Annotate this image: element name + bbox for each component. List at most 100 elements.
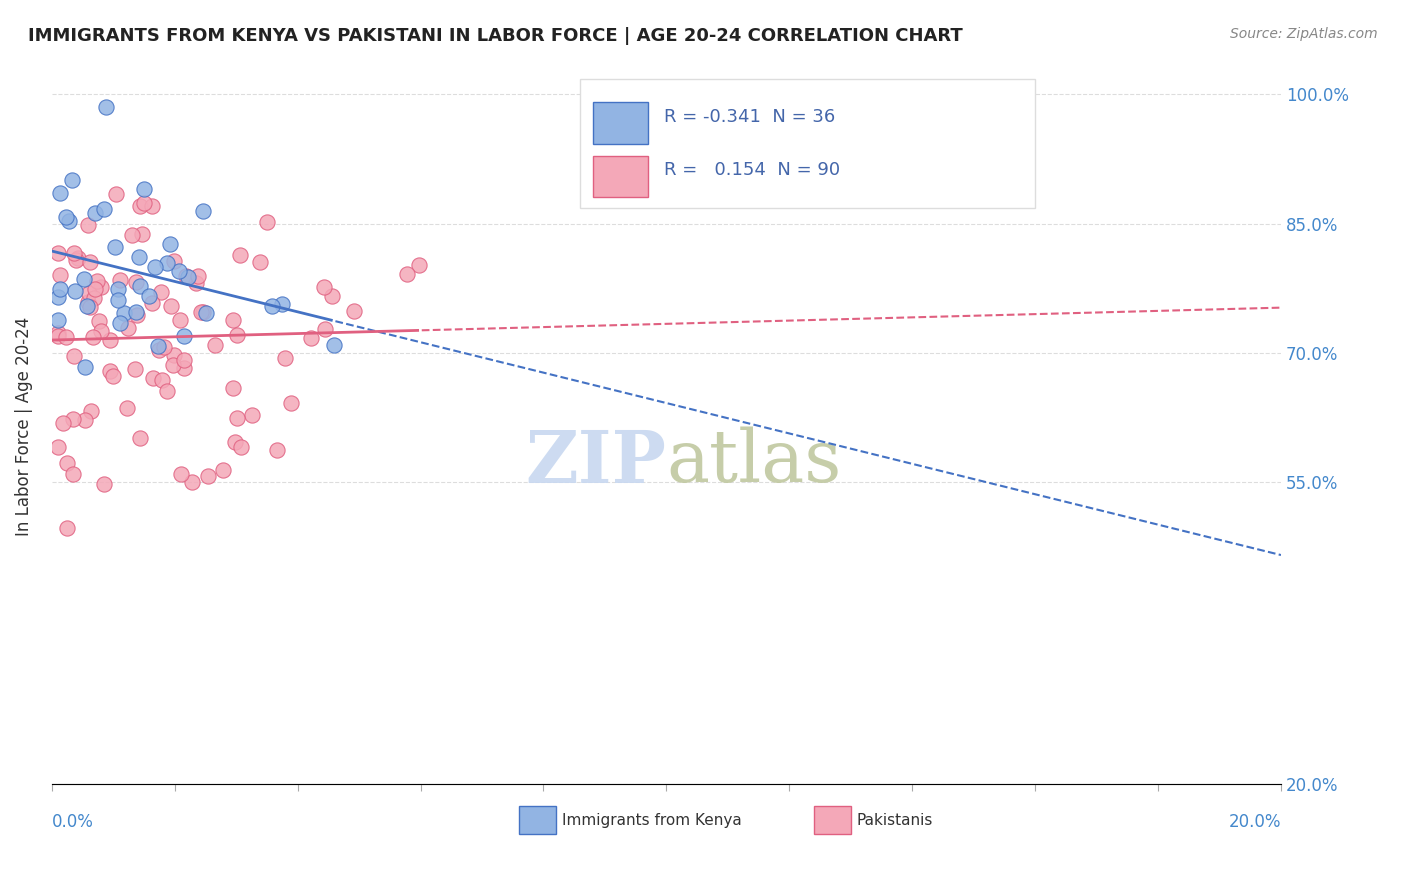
Point bbox=[55, 210, 77, 224]
Point bbox=[63, 349, 86, 363]
Point bbox=[65, 253, 87, 268]
Point bbox=[142, 371, 165, 385]
Point bbox=[162, 359, 184, 373]
Point bbox=[98, 364, 121, 378]
Point bbox=[177, 270, 200, 285]
Point bbox=[86, 274, 108, 288]
Point bbox=[46, 328, 69, 343]
Point bbox=[93, 202, 115, 216]
Point bbox=[163, 348, 186, 362]
Point bbox=[77, 294, 100, 309]
Point bbox=[79, 300, 101, 314]
Point bbox=[408, 258, 430, 272]
Point bbox=[117, 401, 139, 416]
Point bbox=[94, 100, 117, 114]
Point bbox=[103, 368, 125, 383]
Point bbox=[167, 264, 190, 278]
Point bbox=[240, 408, 263, 422]
Point bbox=[62, 411, 84, 425]
Text: ZIP: ZIP bbox=[526, 426, 666, 498]
Point bbox=[224, 434, 246, 449]
Point bbox=[125, 276, 148, 290]
Point bbox=[107, 293, 129, 307]
Point bbox=[274, 351, 297, 366]
Point bbox=[195, 306, 218, 320]
Point bbox=[314, 322, 336, 336]
Text: IMMIGRANTS FROM KENYA VS PAKISTANI IN LABOR FORCE | AGE 20-24 CORRELATION CHART: IMMIGRANTS FROM KENYA VS PAKISTANI IN LA… bbox=[28, 27, 963, 45]
Point bbox=[104, 239, 127, 253]
Point bbox=[169, 313, 191, 327]
Point bbox=[108, 273, 131, 287]
Bar bbox=[592, 103, 648, 144]
Point bbox=[73, 359, 96, 374]
Point bbox=[141, 198, 163, 212]
Point bbox=[159, 299, 181, 313]
Point bbox=[58, 214, 80, 228]
Point bbox=[299, 331, 322, 345]
Point bbox=[46, 290, 69, 304]
Point bbox=[174, 269, 197, 284]
Point bbox=[80, 404, 103, 418]
Point bbox=[121, 227, 143, 242]
Point bbox=[231, 440, 253, 454]
Point bbox=[62, 467, 84, 481]
Point bbox=[77, 218, 100, 232]
Point bbox=[51, 416, 73, 430]
Point bbox=[49, 282, 72, 296]
Point bbox=[46, 441, 69, 455]
Point bbox=[159, 237, 181, 252]
Point bbox=[396, 267, 419, 281]
Point bbox=[149, 285, 172, 299]
Point bbox=[221, 313, 243, 327]
FancyBboxPatch shape bbox=[581, 79, 1035, 208]
Point bbox=[125, 305, 148, 319]
Point bbox=[266, 442, 288, 457]
Point bbox=[222, 381, 245, 395]
Point bbox=[343, 303, 366, 318]
Point bbox=[163, 254, 186, 268]
Point bbox=[56, 456, 79, 470]
Point bbox=[128, 250, 150, 264]
Point bbox=[180, 475, 202, 489]
Point bbox=[84, 282, 107, 296]
Point bbox=[112, 306, 135, 320]
Text: Immigrants from Kenya: Immigrants from Kenya bbox=[562, 813, 741, 828]
Point bbox=[46, 245, 69, 260]
Point bbox=[226, 328, 249, 343]
Point bbox=[191, 304, 214, 318]
Point bbox=[107, 282, 129, 296]
Point bbox=[79, 285, 101, 300]
Point bbox=[314, 280, 336, 294]
Text: R =   0.154  N = 90: R = 0.154 N = 90 bbox=[664, 161, 839, 179]
Point bbox=[129, 199, 152, 213]
Point bbox=[46, 326, 69, 340]
Point bbox=[72, 272, 94, 286]
Point bbox=[156, 256, 179, 270]
Point bbox=[138, 289, 160, 303]
Point bbox=[128, 431, 150, 445]
Bar bbox=[519, 805, 555, 834]
Point bbox=[187, 268, 209, 283]
Point bbox=[46, 313, 69, 327]
Bar bbox=[592, 156, 648, 197]
Point bbox=[55, 330, 77, 344]
Point bbox=[87, 313, 110, 327]
Point bbox=[56, 520, 79, 534]
Point bbox=[83, 292, 105, 306]
Point bbox=[323, 337, 346, 351]
Text: atlas: atlas bbox=[666, 427, 842, 498]
Point bbox=[90, 324, 112, 338]
Point bbox=[173, 360, 195, 375]
Bar bbox=[814, 805, 851, 834]
Point bbox=[228, 248, 250, 262]
Point bbox=[117, 321, 139, 335]
Point bbox=[173, 352, 195, 367]
Point bbox=[49, 268, 72, 282]
Point bbox=[90, 279, 112, 293]
Point bbox=[100, 333, 122, 347]
Point bbox=[153, 340, 176, 354]
Point bbox=[256, 215, 278, 229]
Point bbox=[82, 329, 104, 343]
Point bbox=[143, 260, 166, 274]
Point bbox=[271, 297, 294, 311]
